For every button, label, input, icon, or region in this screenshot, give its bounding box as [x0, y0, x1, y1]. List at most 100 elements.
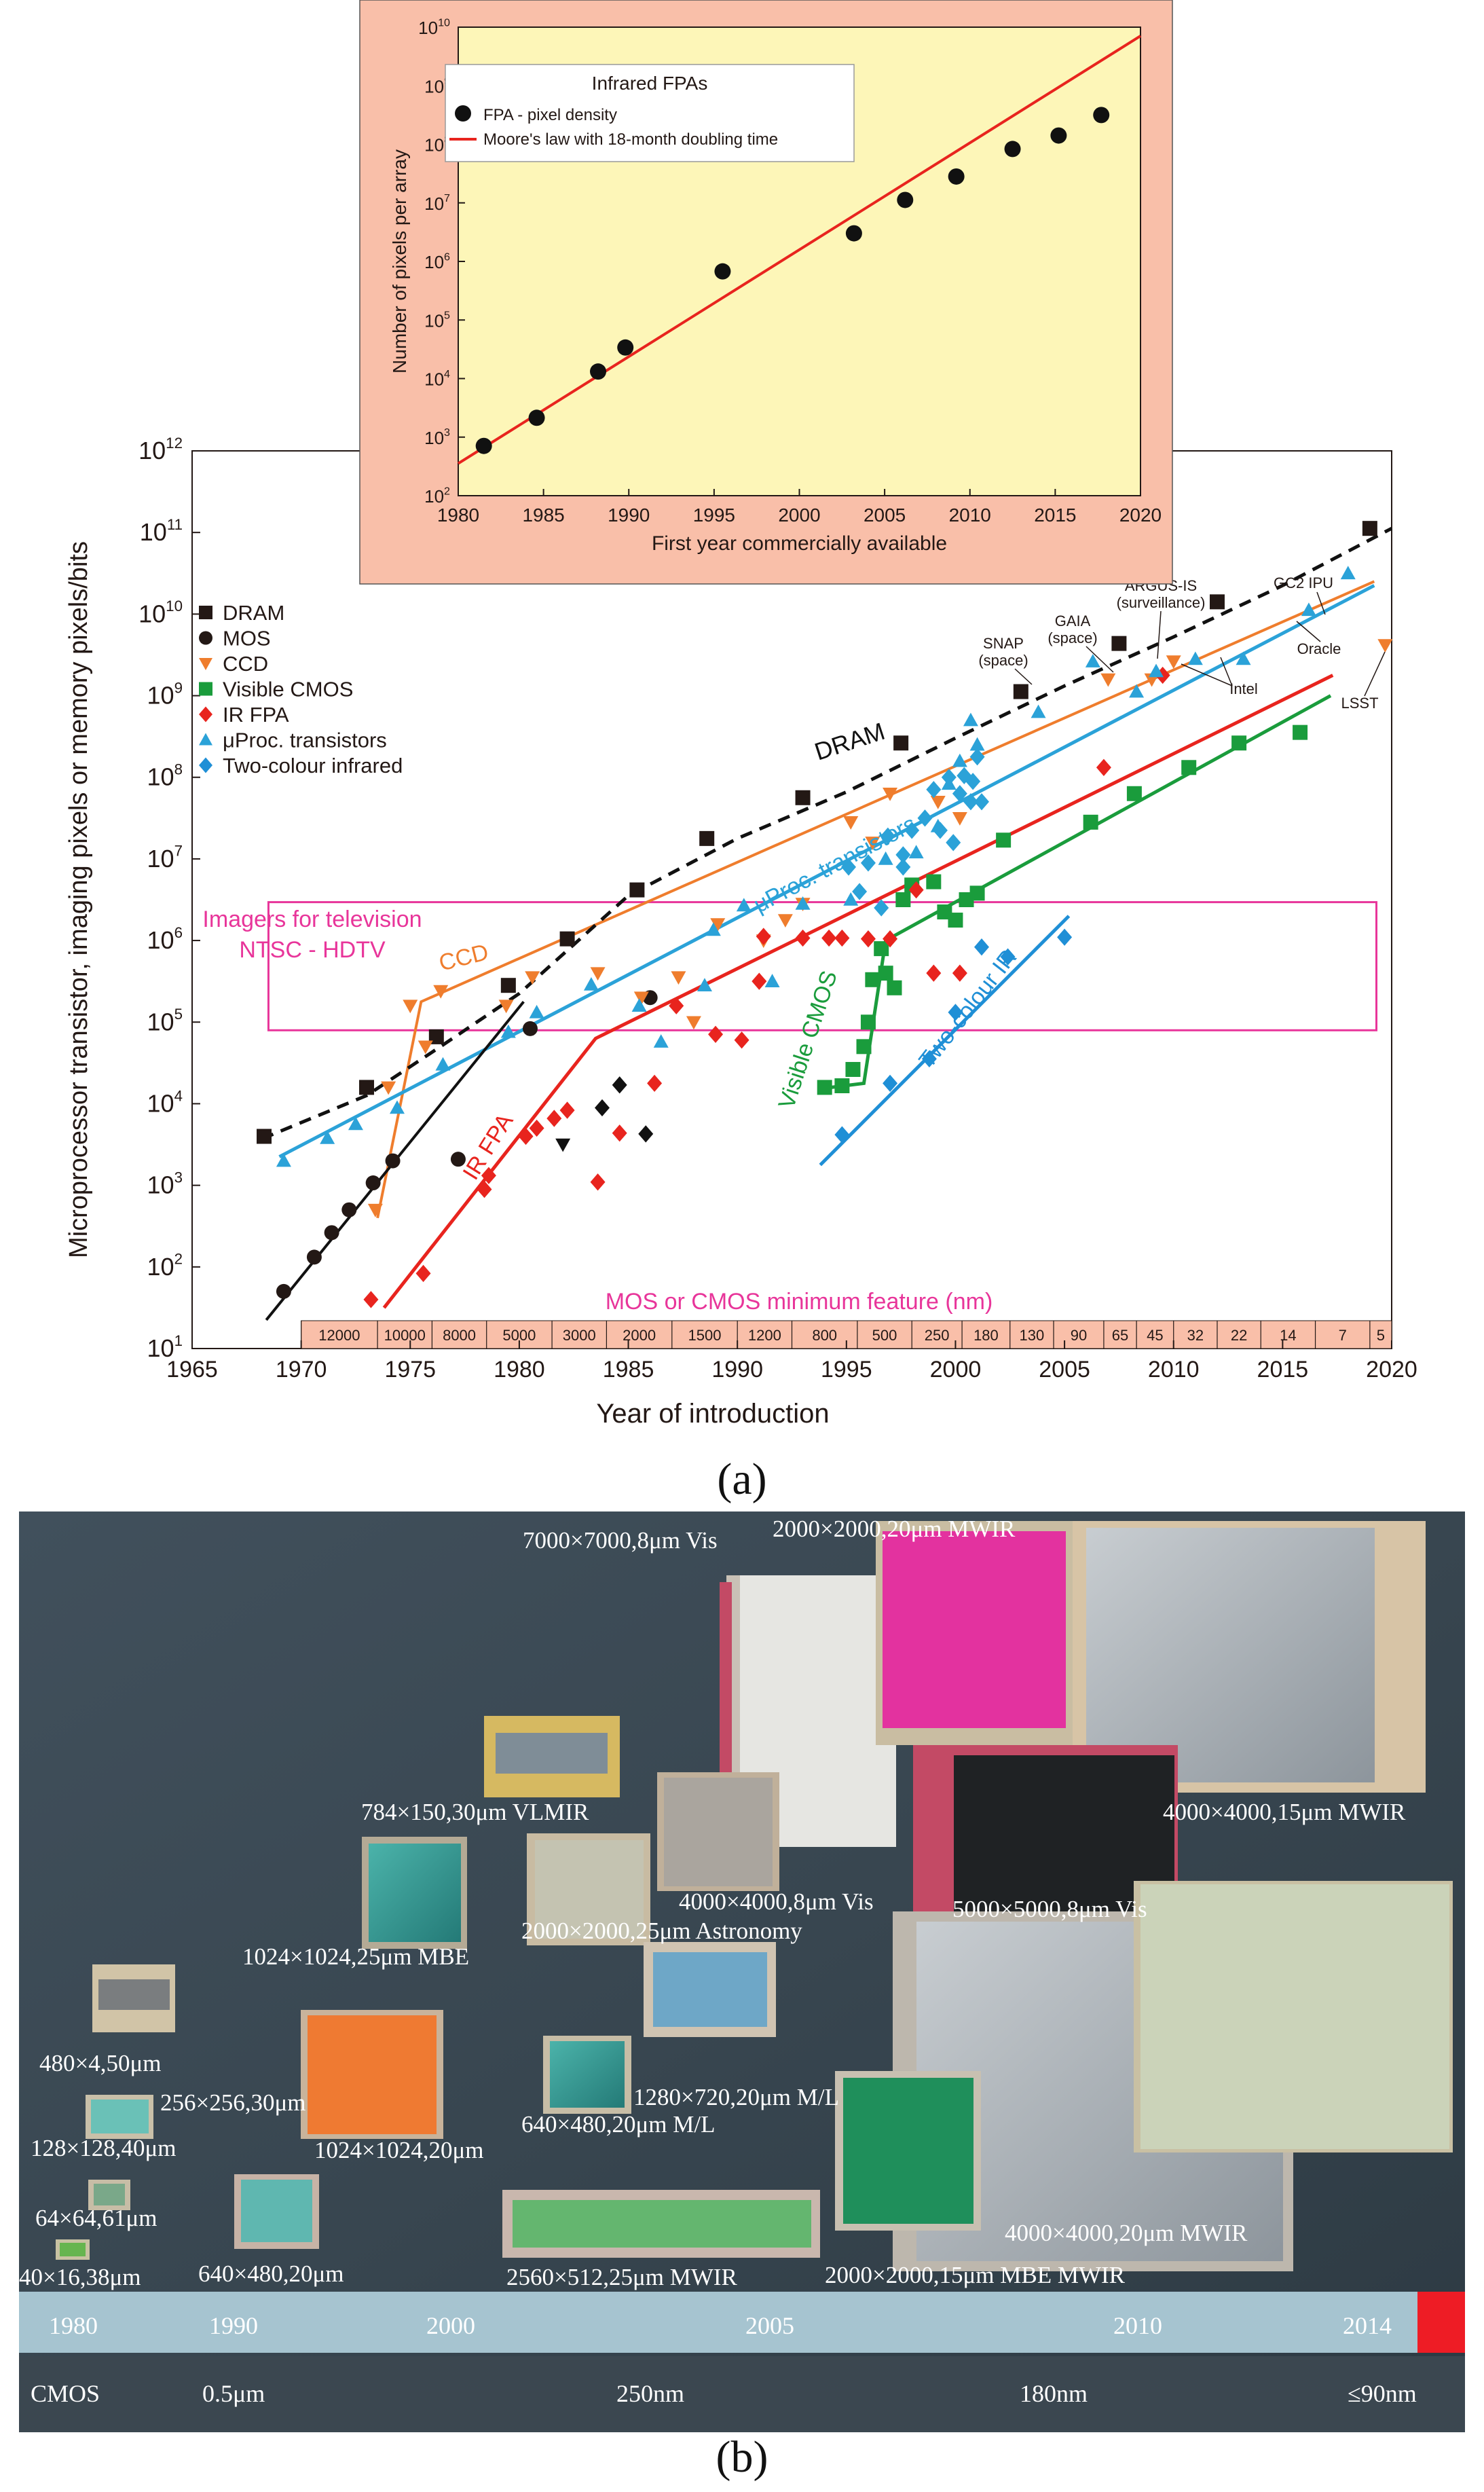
ir-fpa-point-8 [590, 1173, 606, 1191]
ccd-point-13 [777, 914, 793, 928]
visible-cmos-point-19 [1181, 760, 1197, 775]
inset-ytick-label-3: 103 [424, 426, 450, 448]
uproc-transistors-point-9 [653, 1034, 669, 1048]
sensor-1024-25-die [369, 1844, 461, 1942]
visible-cmos-point-21 [1293, 725, 1308, 740]
inset-legend-title: Infrared FPAs [592, 73, 708, 94]
ir-fpa-point-14 [752, 972, 767, 990]
year-2000: 2000 [426, 2312, 475, 2339]
fpa-point-5 [845, 225, 862, 242]
feature-label-130: 130 [1020, 1327, 1045, 1344]
cmos-label: CMOS [31, 2380, 100, 2407]
ccd-point-22 [1166, 655, 1181, 670]
main-xtick-label-1975: 1975 [384, 1357, 436, 1382]
uproc-cluster-point-12 [974, 793, 990, 811]
main-ytick-label-12: 1012 [138, 435, 183, 464]
dram-point-10 [1111, 636, 1127, 651]
visible-cmos-point-8 [887, 980, 902, 995]
inset-chart: 1980 1985 1990 1995 2000 2005 2010 2015 2020 102 1… [359, 0, 1173, 585]
two-colour-infrared-point-3 [948, 1004, 963, 1021]
inset-xtick-label-2010: 2010 [949, 505, 991, 526]
inset-xtick-label-1980: 1980 [437, 505, 479, 526]
main-axes: 1965 1970 1975 1980 1985 1990 1995 2000 2005 2010… [64, 435, 1417, 1429]
ir-fpa-point-17 [821, 929, 837, 947]
dram-point-11 [1209, 594, 1225, 610]
uproc-cluster-point-5 [952, 785, 967, 803]
uproc-transistors-point-16 [878, 851, 893, 865]
two-colour-infrared-point-6 [1057, 928, 1073, 946]
main-xtick-label-2005: 2005 [1039, 1357, 1090, 1382]
legend-label-ccd: CCD [223, 652, 268, 676]
inset-x-axis-title: First year commercially available [652, 532, 947, 555]
label-2000-astronomy: 2000×2000,25μm Astronomy [521, 1918, 802, 1944]
uproc-transistors-point-20 [952, 753, 967, 767]
year-2010: 2010 [1113, 2312, 1162, 2339]
dram-point-2 [428, 1029, 444, 1044]
inset-ytick-label-10: 1010 [418, 16, 450, 38]
main-xtick-label-1985: 1985 [603, 1357, 654, 1382]
uproc-cluster-point-9 [895, 846, 911, 864]
visible-cmos-point-17 [1083, 814, 1098, 830]
label-5000-8-vis: 5000×5000,8μm Vis [952, 1896, 1147, 1922]
label-64x64: 64×64,61μm [35, 2205, 157, 2231]
uproc-transistors-point-2 [348, 1116, 363, 1131]
ir-fpa-point-9 [612, 1124, 627, 1142]
main-xtick-label-1980: 1980 [494, 1357, 545, 1382]
main-xtick-label-2020: 2020 [1366, 1357, 1417, 1382]
year-1990: 1990 [209, 2312, 258, 2339]
sensor-40-die [60, 2243, 86, 2256]
uproc-transistors-point-15 [843, 892, 859, 906]
intel-arrow-1 [1181, 663, 1233, 686]
gaia-label-2: (space) [1047, 629, 1097, 646]
label-40x16: 40×16,38μm [19, 2264, 141, 2290]
mos-point-0 [276, 1283, 291, 1299]
uproc-cluster-point-18 [874, 899, 889, 917]
two-colour-infrared-point-4 [974, 938, 990, 956]
uproc-transistors-point-26 [1149, 663, 1164, 678]
fpa-point-7 [948, 168, 965, 185]
dram-point-12 [1362, 521, 1377, 536]
cmos-node-250nm: 250nm [616, 2380, 684, 2407]
fpa-point-9 [1050, 127, 1067, 144]
uproc-cluster-point-6 [963, 793, 978, 811]
uproc-cluster-point-15 [852, 883, 868, 900]
visible-cmos-point-16 [996, 832, 1012, 848]
snap-label-2: (space) [978, 652, 1028, 669]
argus-arrow [1157, 610, 1162, 659]
sensor-4000-15-die [1086, 1528, 1375, 1782]
label-7000-vis: 7000×7000,8μm Vis [523, 1527, 718, 1554]
label-1024-25-mbe: 1024×1024,25μm MBE [242, 1943, 469, 1970]
ccd-point-0 [367, 1203, 383, 1217]
uproc-transistors-point-28 [1236, 651, 1251, 665]
main-ytick-label-9: 109 [147, 679, 183, 709]
legend-label-two-colour-infrared: Two-colour infrared [223, 754, 403, 777]
ccd-point-6 [525, 971, 540, 985]
visible-cmos-point-6 [874, 941, 889, 957]
feature-label-1200: 1200 [748, 1327, 781, 1344]
mos-other2-point-2 [638, 1125, 654, 1143]
inset-legend-points-label: FPA - pixel density [483, 106, 617, 124]
label-4000-15-mwir: 4000×4000,15μm MWIR [1163, 1799, 1406, 1825]
inset-legend: Infrared FPAs FPA - pixel density Moore'… [445, 64, 855, 162]
year-2005: 2005 [745, 2312, 794, 2339]
television-box-line2: NTSC - HDTV [239, 937, 386, 963]
label-2000-20-mwir: 2000×2000,20μm MWIR [773, 1516, 1016, 1542]
fpa-point-4 [714, 263, 731, 280]
label-640-20: 640×480,20μm [198, 2260, 344, 2287]
uproc-transistors-point-23 [1031, 704, 1046, 718]
feature-label-65: 65 [1112, 1327, 1128, 1344]
ir-fpa-point-2 [477, 1180, 492, 1198]
dram-point-5 [629, 882, 645, 898]
panel-b-label: (b) [716, 2432, 768, 2482]
sensor-4000-8-die [664, 1778, 773, 1886]
ir-fpa-point-4 [518, 1127, 534, 1146]
inset-data [457, 35, 1142, 465]
intel-arrow-2 [1220, 657, 1233, 686]
mos-other-point-0 [555, 1138, 571, 1152]
inset-xtick-label-2020: 2020 [1119, 505, 1162, 526]
uproc-transistors-point-25 [1129, 684, 1145, 698]
ir-fpa-point-18 [834, 929, 850, 947]
uproc-cluster-point-17 [895, 858, 911, 876]
sensor-64-die [94, 2184, 125, 2205]
year-2014: 2014 [1343, 2312, 1392, 2339]
